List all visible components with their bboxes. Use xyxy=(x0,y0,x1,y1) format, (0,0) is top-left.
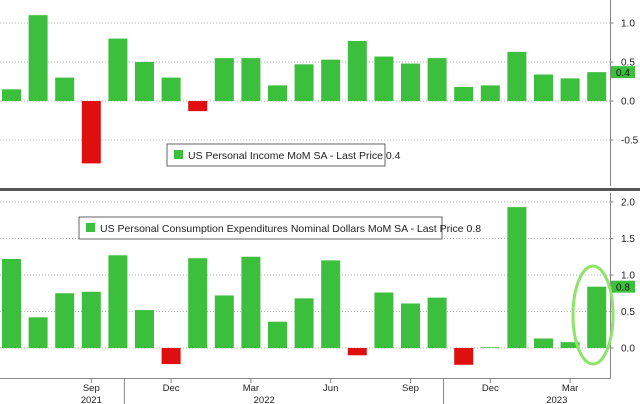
income-bar xyxy=(401,63,420,101)
pce-bar xyxy=(534,338,553,348)
pce-bar xyxy=(587,286,607,348)
x-month-label: Jun xyxy=(323,383,338,394)
income-bar xyxy=(108,38,128,101)
x-month-label: Mar xyxy=(562,383,578,394)
pce-bar xyxy=(480,347,500,349)
income-bar xyxy=(55,77,75,101)
income-bar xyxy=(534,74,553,101)
income-bar xyxy=(507,51,527,101)
pce-last-price-tag xyxy=(611,280,635,293)
income-ytick-label: -0.5 xyxy=(621,136,639,147)
pce-legend-label: US Personal Consumption Expenditures Nom… xyxy=(100,223,481,235)
income-last-price-tag xyxy=(611,66,635,79)
income-bar xyxy=(188,101,208,112)
income-bar xyxy=(374,56,394,101)
income-bar xyxy=(480,85,500,101)
income-bar xyxy=(427,58,447,101)
income-bar xyxy=(454,86,474,101)
income-bar xyxy=(294,64,314,101)
income-ytick-label: 0.0 xyxy=(621,97,635,108)
pce-ytick-label: 2.0 xyxy=(621,198,635,209)
pce-bar xyxy=(454,348,474,365)
x-month-label: Dec xyxy=(482,383,499,394)
x-month-label: Sep xyxy=(83,383,100,394)
pce-bar xyxy=(2,258,21,348)
income-bar xyxy=(347,40,367,101)
pce-bar xyxy=(108,255,128,348)
pce-legend: US Personal Consumption Expenditures Nom… xyxy=(78,216,481,240)
pce-bar xyxy=(374,292,394,348)
x-year-label: 2021 xyxy=(81,395,102,404)
income-panel: -0.5 0.0 0.5 1.0 0.4 xyxy=(0,15,639,164)
pce-bar xyxy=(294,298,314,348)
pce-bar xyxy=(161,348,181,365)
pce-ytick-label: 1.0 xyxy=(621,271,635,282)
pce-bar xyxy=(347,348,367,356)
income-legend-swatch xyxy=(174,150,183,159)
pce-ytick-label: 0.0 xyxy=(621,344,635,355)
pce-bar xyxy=(214,295,234,348)
pce-bar xyxy=(241,256,261,348)
x-month-label: Sep xyxy=(402,383,419,394)
pce-bar xyxy=(427,297,447,348)
income-bar xyxy=(81,101,101,164)
pce-bar xyxy=(81,291,101,348)
pce-ytick-label: 0.5 xyxy=(621,307,635,318)
pce-bar xyxy=(55,293,75,348)
income-bar xyxy=(2,89,21,101)
income-bar xyxy=(28,15,48,102)
pce-bar xyxy=(188,258,208,348)
pce-last-price-label: 0.8 xyxy=(616,283,630,294)
income-legend: US Personal Income MoM SA - Last Price 0… xyxy=(166,143,401,167)
income-bar xyxy=(135,62,154,101)
x-axis: Sep Dec Mar Jun Sep Dec Mar 2021 2022 2023 xyxy=(81,378,578,404)
income-ytick-label: 1.0 xyxy=(621,19,635,30)
pce-bar xyxy=(507,207,527,348)
pce-bar xyxy=(401,303,420,348)
x-year-label: 2023 xyxy=(546,395,567,404)
income-legend-label: US Personal Income MoM SA - Last Price 0… xyxy=(188,150,401,162)
income-bar xyxy=(321,59,341,101)
pce-bar xyxy=(560,342,580,348)
x-month-label: Mar xyxy=(243,383,259,394)
x-month-label: Dec xyxy=(163,383,180,394)
income-bar xyxy=(241,58,261,101)
pce-bar xyxy=(28,317,48,348)
pce-bar xyxy=(135,310,154,348)
income-bar xyxy=(587,72,607,101)
pce-panel: 0.0 0.5 1.0 1.5 2.0 0.8 xyxy=(0,198,635,365)
income-bar xyxy=(560,78,580,101)
income-bar xyxy=(161,77,181,101)
income-bar xyxy=(268,85,287,101)
income-ytick-label: 0.5 xyxy=(621,58,635,69)
income-bar xyxy=(214,58,234,101)
pce-ytick-label: 1.5 xyxy=(621,234,635,245)
pce-bar xyxy=(321,260,341,348)
income-last-price-label: 0.4 xyxy=(616,68,630,79)
highlight-ellipse xyxy=(571,264,615,366)
pce-bar xyxy=(268,321,287,348)
pce-legend-swatch xyxy=(86,223,95,232)
x-year-label: 2022 xyxy=(254,395,275,404)
